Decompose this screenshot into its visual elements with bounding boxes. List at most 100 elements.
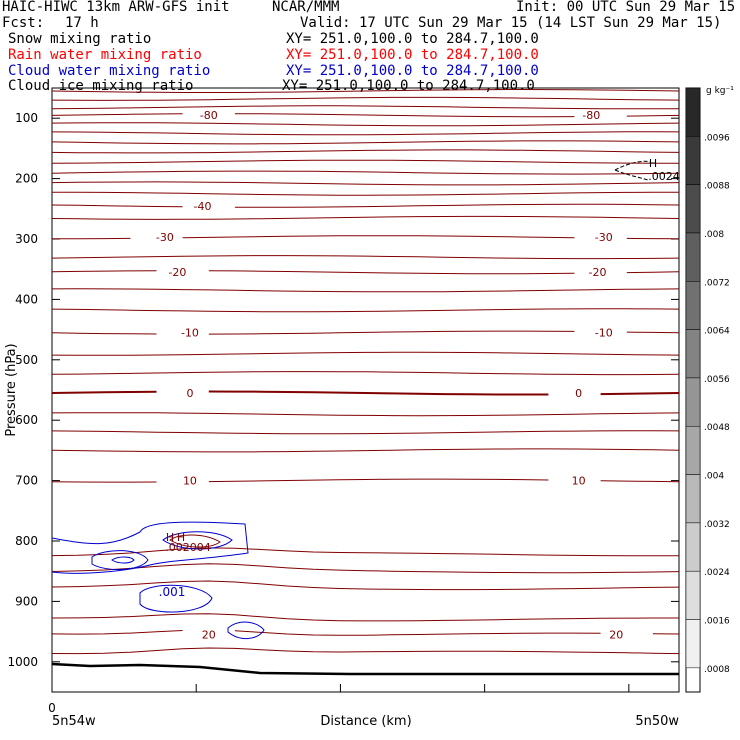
y-tick-label: 500 (15, 353, 38, 367)
ice-high-value: .0024 (648, 170, 680, 183)
isotherm-line (626, 331, 680, 334)
colorbar-cell (685, 329, 701, 379)
y-tick-label: 1000 (7, 655, 38, 669)
x-right-label: 5n50w (635, 714, 679, 729)
cloud-water-contour (227, 621, 265, 639)
colorbar-label: .0048 (704, 423, 730, 433)
x-axis-title: Distance (km) (320, 714, 411, 729)
isotherm-line (51, 122, 680, 127)
cloud-water-contours (51, 160, 651, 639)
isotherm-line (626, 271, 680, 274)
colorbar-cell (685, 425, 701, 475)
high-marker-1: H (166, 531, 174, 544)
isotherm-line (51, 204, 183, 208)
rain-water-contour (169, 534, 221, 548)
isotherm-label: -20 (168, 266, 186, 279)
isotherm-line (51, 448, 680, 453)
cloud-water-contour (139, 584, 213, 613)
isotherm-line (51, 131, 680, 136)
field-xy-rain: XY= 251.0,100.0 to 284.7,100.0 (286, 47, 539, 63)
isotherm-line (234, 113, 575, 118)
ice-high-marker: H (649, 157, 657, 170)
field-name-snow: Snow mixing ratio (8, 31, 152, 47)
isotherm-line (182, 235, 575, 239)
isotherm-line (234, 630, 601, 636)
isotherm-label: -80 (200, 109, 218, 122)
fcst-value: 17 h (65, 15, 99, 31)
high-value-label: .002004 (165, 541, 211, 554)
y-tick-label: 200 (15, 172, 38, 186)
colorbar-cell (685, 474, 701, 524)
colorbar-cell (685, 87, 701, 137)
field-xy-snow: XY= 251.0,100.0 to 284.7,100.0 (286, 31, 539, 47)
isotherm-line (51, 563, 680, 574)
isotherm-line (51, 630, 183, 635)
terrain-line (51, 662, 679, 676)
colorbar-label: .0072 (704, 278, 730, 288)
isotherm-line (51, 351, 680, 356)
isotherm-label: -30 (156, 231, 174, 244)
isotherm-line (51, 105, 680, 110)
isotherm-label: -40 (193, 200, 211, 213)
field-name-cloud-water: Cloud water mixing ratio (8, 63, 211, 79)
isotherm-line (600, 480, 680, 483)
y-axis-title: Pressure (hPa) (4, 343, 19, 436)
isotherm-label: -30 (595, 231, 613, 244)
isotherm-label: -80 (582, 109, 600, 122)
colorbar-cell (685, 619, 701, 669)
isotherm-line (51, 255, 680, 260)
colorbar-label: .0056 (704, 375, 730, 385)
isotherm-line (208, 390, 549, 396)
isotherm-label: -20 (589, 266, 607, 279)
fcst-label: Fcst: (2, 15, 45, 31)
terrain-line (51, 662, 679, 676)
isotherm-line (51, 390, 157, 394)
x-axis (51, 684, 630, 692)
colorbar-label: .0024 (704, 568, 730, 578)
isotherm-line (51, 288, 680, 293)
isotherm-line (51, 215, 680, 220)
isotherm-line (208, 330, 575, 335)
isotherm-label: -10 (181, 327, 199, 340)
isotherm-label: -10 (595, 327, 613, 340)
colorbar-label: .0064 (704, 327, 730, 337)
isotherm-line (51, 140, 680, 145)
isotherm-line (51, 149, 680, 154)
colorbar-cell (685, 522, 701, 572)
isotherm-line (51, 159, 679, 164)
y-tick-label: 300 (15, 232, 38, 246)
colorbar-cell (685, 377, 701, 427)
isotherm-line (208, 478, 549, 483)
colorbar: .0096 .0088 .008 .0072 .0064 .0056 .0048 .004 .0… (685, 87, 730, 693)
colorbar-label: .008 (704, 230, 724, 240)
colorbar-label: .0032 (704, 520, 730, 530)
temperature-contours: -80 -80 -40 -30 -30 -20 -20 -10 -10 0 0 10 10 20 20 (51, 88, 680, 655)
colorbar-label: .004 (704, 472, 724, 482)
isotherm-line (51, 308, 680, 313)
cloud-water-contour (51, 521, 249, 574)
colorbar-cell (685, 136, 701, 185)
colorbar-cell (685, 184, 701, 234)
isotherm-line (626, 114, 680, 117)
colorbar-cell (685, 281, 701, 330)
cloud-water-contour (111, 556, 135, 564)
isotherm-line (51, 613, 679, 622)
y-tick-label: 600 (15, 413, 38, 427)
org-label: NCAR/MMM (272, 0, 340, 15)
isotherm-line (51, 96, 680, 101)
isotherm-label: 20 (609, 629, 623, 642)
isotherm-line (51, 270, 157, 273)
isotherm-line (51, 647, 680, 655)
colorbar-label: .0016 (704, 617, 730, 627)
field-xy-cloud-water: XY= 251.0,100.0 to 284.7,100.0 (286, 63, 539, 79)
colorbar-label: .0088 (704, 182, 730, 192)
valid-time: Valid: 17 UTC Sun 29 Mar 15 (14 LST Sun … (300, 15, 722, 31)
y-tick-label: 800 (15, 534, 38, 548)
cloud-water-contour (91, 550, 149, 571)
isotherm-line (51, 170, 680, 175)
colorbar-label: .0096 (704, 133, 730, 143)
isotherm-label: 20 (202, 629, 216, 642)
isotherm-line (208, 270, 575, 275)
